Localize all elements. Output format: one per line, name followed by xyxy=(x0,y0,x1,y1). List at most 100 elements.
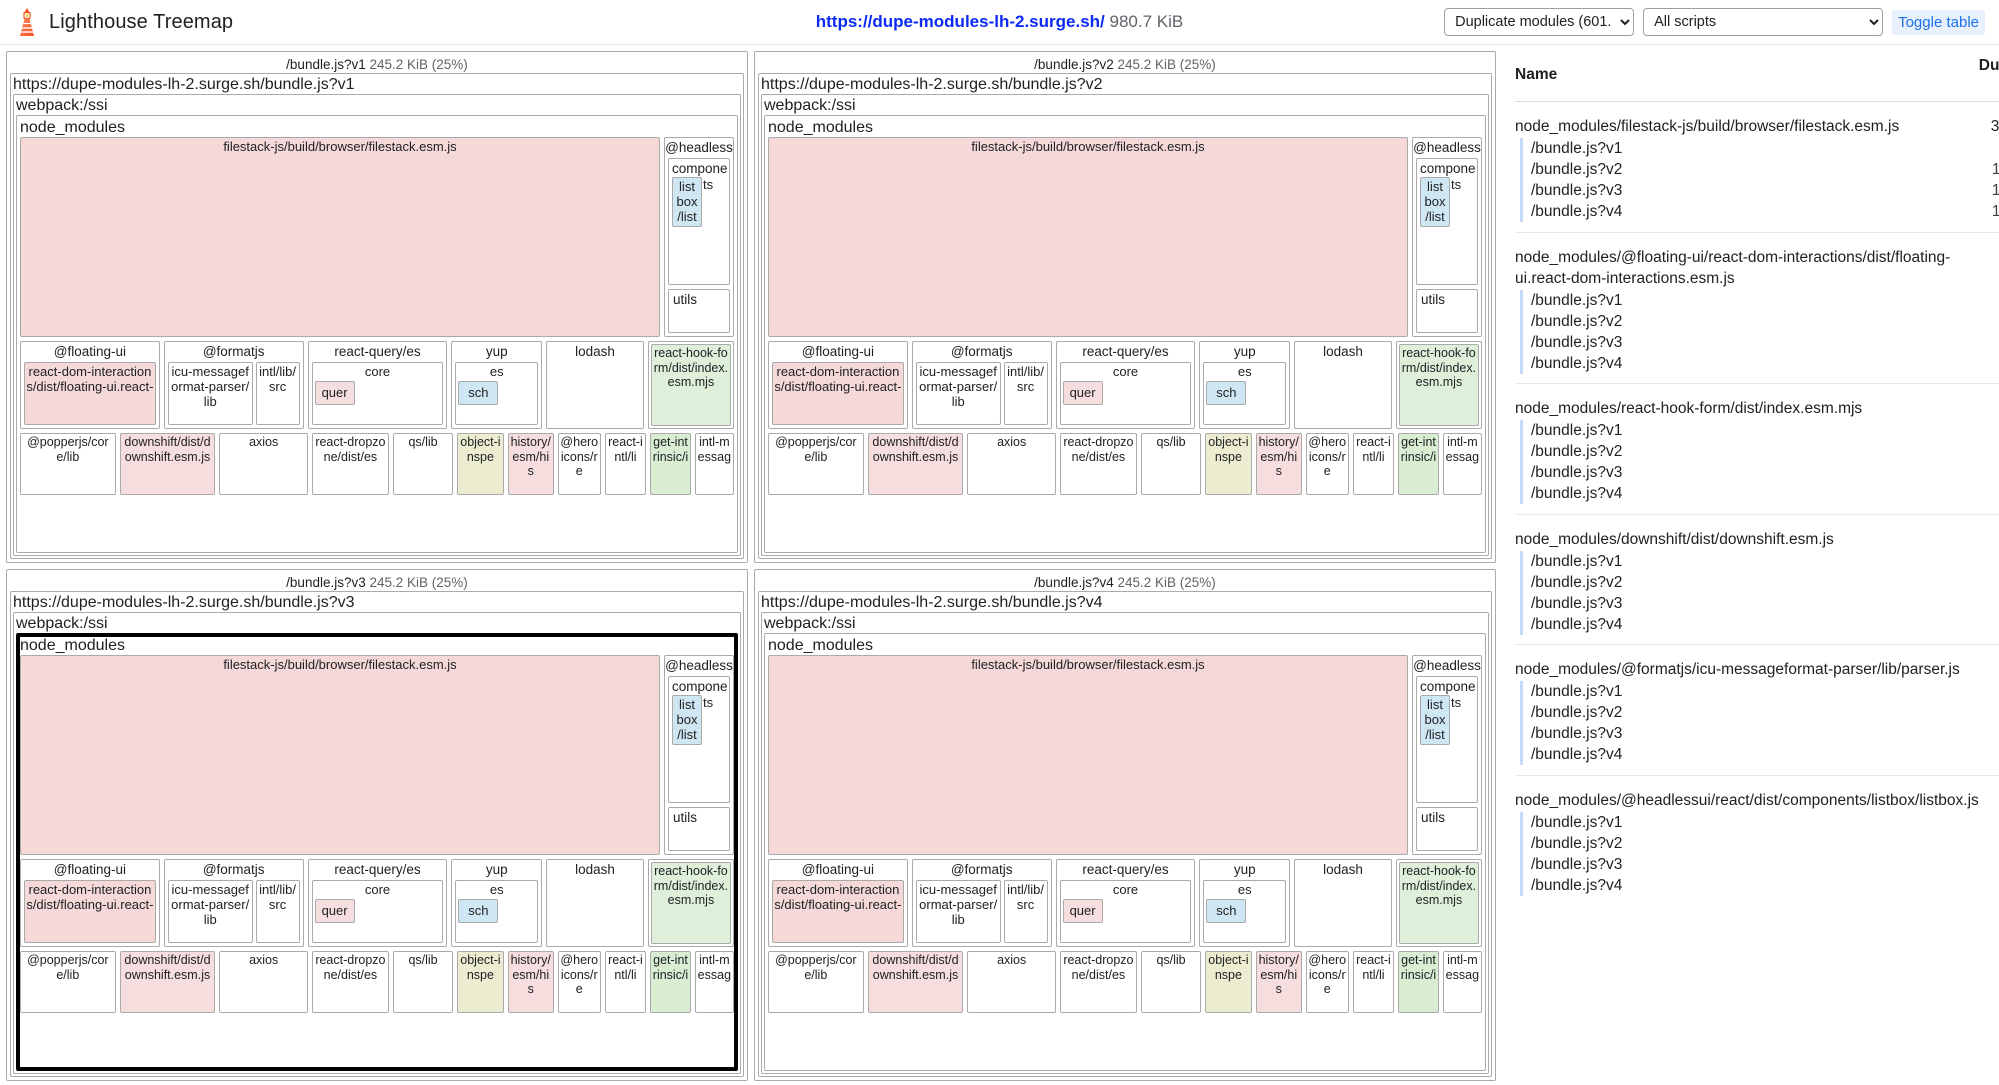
module-group-lodash[interactable]: lodash xyxy=(1294,341,1392,429)
headlessui-group[interactable]: @headless compone ts list box /list utils xyxy=(664,655,734,855)
module-leaf[interactable]: es sch xyxy=(1203,880,1287,943)
module-leaf[interactable]: @popperjs/core/lib xyxy=(768,433,864,495)
module-group-react-query-es[interactable]: react-query/es core quer xyxy=(307,341,448,429)
node-modules-node[interactable]: node_modules filestack-js/build/browser/f… xyxy=(16,633,738,1071)
module-subleaf[interactable]: sch xyxy=(458,899,499,923)
module-leaf[interactable]: react-dropzone/dist/es xyxy=(311,433,389,495)
module-leaf[interactable]: es sch xyxy=(455,362,539,425)
module-leaf[interactable]: @heroicons/re xyxy=(557,433,601,495)
module-leaf[interactable]: icu-messageformat-parser/lib xyxy=(915,362,1001,425)
module-leaf[interactable]: react-dom-interactions/dist/floating-ui.… xyxy=(772,362,904,425)
module-leaf[interactable]: @heroicons/re xyxy=(1305,433,1349,495)
module-leaf[interactable]: @heroicons/re xyxy=(557,951,601,1013)
filestack-leaf[interactable]: filestack-js/build/browser/filestack.esm… xyxy=(20,655,660,855)
table-row[interactable]: node_modules/downshift/dist/downshift.es… xyxy=(1515,514,1999,551)
table-row[interactable]: /bundle.js?v34.9 KiB xyxy=(1515,592,1999,614)
bundle-select[interactable]: All (980.7 KiB)Duplicate modules (601.6 … xyxy=(1444,8,1635,36)
table-row[interactable]: /bundle.js?v43.0 KiB xyxy=(1515,874,1999,896)
module-group--floating-ui[interactable]: @floating-ui react-dom-interactions/dist/… xyxy=(20,859,160,947)
treemap-panel-v1[interactable]: /bundle.js?v1 245.2 KiB (25%) https://dup… xyxy=(6,51,748,563)
script-select[interactable]: All scripts/bundle.js?v1/bundle.js?v2/bu… xyxy=(1643,8,1884,36)
module-leaf[interactable]: axios xyxy=(967,433,1056,495)
module-leaf[interactable]: react-hook-form/dist/index.esm.mjs xyxy=(650,344,731,426)
module-group-react-hook-form[interactable]: react-hook-form/dist/index.esm.mjs xyxy=(647,341,734,429)
module-group--formatjs[interactable]: @formatjs icu-messageformat-parser/lib int… xyxy=(163,341,304,429)
module-group-yup[interactable]: yup es sch xyxy=(1199,859,1291,947)
module-group--floating-ui[interactable]: @floating-ui react-dom-interactions/dist/… xyxy=(20,341,160,429)
treemap-panel-v3[interactable]: /bundle.js?v3 245.2 KiB (25%) https://dup… xyxy=(6,569,748,1081)
module-subleaf[interactable]: quer xyxy=(1062,381,1103,405)
table-row[interactable]: node_modules/@headlessui/react/dist/comp… xyxy=(1515,775,1999,812)
table-row[interactable]: node_modules/@formatjs/icu-messageformat… xyxy=(1515,645,1999,682)
module-leaf[interactable]: object-inspe xyxy=(1205,951,1252,1013)
utils-group[interactable]: utils xyxy=(668,807,730,851)
components-group[interactable]: compone ts list box /list xyxy=(668,158,730,286)
module-subleaf[interactable]: sch xyxy=(458,381,499,405)
components-group[interactable]: compone ts list box /list xyxy=(1416,676,1478,804)
table-row[interactable]: /bundle.js?v25.6 KiB xyxy=(1515,441,1999,462)
module-leaf[interactable]: qs/lib xyxy=(392,433,454,495)
table-row[interactable]: /bundle.js?v1-- xyxy=(1515,289,1999,311)
module-leaf[interactable]: @heroicons/re xyxy=(1305,951,1349,1013)
table-row[interactable]: /bundle.js?v45.6 KiB xyxy=(1515,483,1999,504)
table-row[interactable]: /bundle.js?v44.9 KiB xyxy=(1515,613,1999,635)
module-group--formatjs[interactable]: @formatjs icu-messageformat-parser/lib int… xyxy=(911,859,1052,947)
module-leaf[interactable]: core quer xyxy=(1059,362,1192,425)
module-leaf[interactable]: axios xyxy=(219,433,308,495)
module-leaf[interactable]: intl-messag xyxy=(694,951,734,1013)
module-leaf[interactable]: get-intrinsic/i xyxy=(1398,951,1439,1013)
module-leaf[interactable]: @popperjs/core/lib xyxy=(20,951,116,1013)
module-group-lodash[interactable]: lodash xyxy=(546,341,644,429)
listbox-leaf[interactable]: list box /list xyxy=(1420,695,1450,745)
module-subleaf[interactable]: quer xyxy=(314,381,355,405)
components-group[interactable]: compone ts list box /list xyxy=(668,676,730,804)
module-leaf[interactable]: object-inspe xyxy=(457,433,504,495)
module-leaf[interactable]: qs/lib xyxy=(1140,951,1202,1013)
module-leaf[interactable]: @popperjs/core/lib xyxy=(768,951,864,1013)
origin-node[interactable]: https://dupe-modules-lh-2.surge.sh/bundl… xyxy=(10,73,744,559)
module-leaf[interactable]: es sch xyxy=(1203,362,1287,425)
module-leaf[interactable]: object-inspe xyxy=(457,951,504,1013)
toggle-table-button[interactable]: Toggle table xyxy=(1892,9,1985,35)
table-row[interactable]: /bundle.js?v1-- xyxy=(1515,138,1999,159)
module-group--floating-ui[interactable]: @floating-ui react-dom-interactions/dist/… xyxy=(768,341,908,429)
table-row[interactable]: node_modules/filestack-js/build/browser/… xyxy=(1515,102,1999,139)
table-row[interactable]: /bundle.js?v35.6 KiB xyxy=(1515,462,1999,483)
module-subleaf[interactable]: sch xyxy=(1206,899,1247,923)
headlessui-group[interactable]: @headless compone ts list box /list utils xyxy=(664,137,734,337)
origin-node[interactable]: https://dupe-modules-lh-2.surge.sh/bundl… xyxy=(758,73,1492,559)
origin-node[interactable]: https://dupe-modules-lh-2.surge.sh/bundl… xyxy=(10,591,744,1077)
module-group--formatjs[interactable]: @formatjs icu-messageformat-parser/lib int… xyxy=(911,341,1052,429)
module-leaf[interactable]: core quer xyxy=(311,362,444,425)
node-modules-node[interactable]: node_modules filestack-js/build/browser/f… xyxy=(764,115,1486,553)
module-group-react-hook-form[interactable]: react-hook-form/dist/index.esm.mjs xyxy=(647,859,734,947)
module-group--formatjs[interactable]: @formatjs icu-messageformat-parser/lib int… xyxy=(163,859,304,947)
module-leaf[interactable]: react-intl/li xyxy=(1352,433,1395,495)
table-row[interactable]: /bundle.js?v24.9 KiB xyxy=(1515,571,1999,593)
module-leaf[interactable]: intl/lib/src xyxy=(255,880,300,943)
module-leaf[interactable]: object-inspe xyxy=(1205,433,1252,495)
table-row[interactable]: /bundle.js?v3 112.6 KiB xyxy=(1515,180,1999,201)
module-group-react-hook-form[interactable]: react-hook-form/dist/index.esm.mjs xyxy=(1395,859,1482,947)
module-leaf[interactable]: react-dom-interactions/dist/floating-ui.… xyxy=(24,880,156,943)
module-leaf[interactable]: intl/lib/src xyxy=(255,362,300,425)
module-group-react-query-es[interactable]: react-query/es core quer xyxy=(1055,341,1196,429)
module-subleaf[interactable]: quer xyxy=(314,899,355,923)
filestack-leaf[interactable]: filestack-js/build/browser/filestack.esm… xyxy=(768,655,1408,855)
module-group-react-hook-form[interactable]: react-hook-form/dist/index.esm.mjs xyxy=(1395,341,1482,429)
module-group-react-query-es[interactable]: react-query/es core quer xyxy=(1055,859,1196,947)
module-subleaf[interactable]: sch xyxy=(1206,381,1247,405)
treemap-panel-v2[interactable]: /bundle.js?v2 245.2 KiB (25%) https://dup… xyxy=(754,51,1496,563)
module-leaf[interactable]: react-dom-interactions/dist/floating-ui.… xyxy=(772,880,904,943)
module-leaf[interactable]: downshift/dist/downshift.esm.js xyxy=(119,433,216,495)
headlessui-group[interactable]: @headless compone ts list box /list utils xyxy=(1412,137,1482,337)
module-leaf[interactable]: qs/lib xyxy=(1140,433,1202,495)
module-leaf[interactable]: history/esm/his xyxy=(1255,433,1302,495)
module-leaf[interactable]: icu-messageformat-parser/lib xyxy=(167,880,253,943)
webpack-node[interactable]: webpack:/ssi node_modules filestack-js/bui… xyxy=(13,612,741,1074)
treemap-panel-v4[interactable]: /bundle.js?v4 245.2 KiB (25%) https://dup… xyxy=(754,569,1496,1081)
module-leaf[interactable]: react-hook-form/dist/index.esm.mjs xyxy=(1398,862,1479,944)
table-row[interactable]: /bundle.js?v2 112.6 KiB xyxy=(1515,159,1999,180)
module-leaf[interactable]: intl-messag xyxy=(1442,951,1482,1013)
module-leaf[interactable]: intl/lib/src xyxy=(1003,880,1048,943)
